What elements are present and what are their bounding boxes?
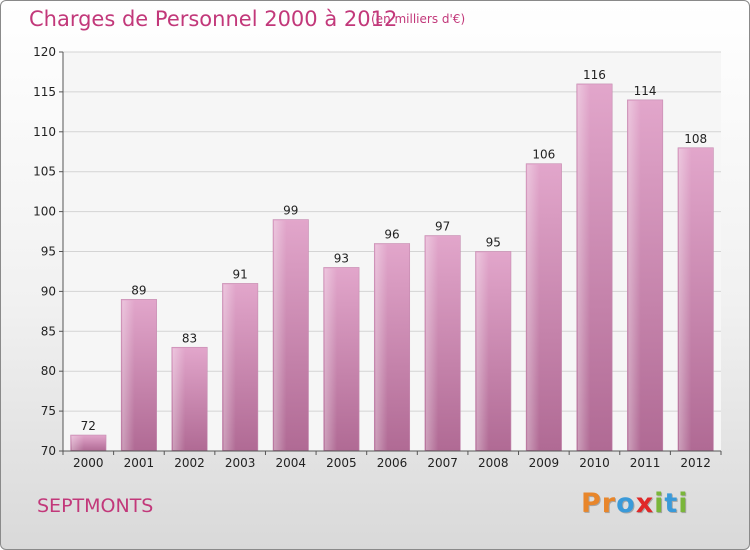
data-label: 72	[81, 419, 96, 433]
y-tick-label: 85	[41, 324, 56, 338]
bar-highlight	[122, 300, 135, 450]
logo-letter: P	[581, 488, 602, 519]
x-axis: 2000 2001 2002 2003 2004 2005 2006 2007 2008 2009…	[62, 450, 722, 470]
bar-highlight	[628, 100, 641, 450]
chart-subtitle: (en milliers d'€)	[371, 12, 466, 26]
bar-highlight	[425, 236, 439, 450]
bar-highlight	[527, 164, 540, 450]
bar-group	[222, 283, 259, 452]
bar-highlight	[274, 220, 287, 450]
data-label: 116	[583, 68, 606, 82]
bar-group	[272, 219, 309, 452]
bar-group	[627, 99, 664, 452]
logo-letter: t	[664, 488, 679, 519]
y-tick-label: 120	[33, 45, 56, 59]
data-label: 106	[532, 148, 555, 162]
y-tick-label: 115	[33, 85, 56, 99]
bar-group	[576, 83, 613, 452]
bar-highlight	[324, 268, 338, 450]
logo-letter: i	[678, 488, 689, 519]
logo-letter: r	[601, 488, 617, 519]
commune-name: SEPTMONTS	[37, 495, 154, 517]
x-tick-label: 2001	[124, 456, 155, 470]
bar-highlight	[678, 148, 692, 450]
y-tick-label: 70	[41, 444, 56, 458]
data-label: 114	[634, 84, 657, 98]
y-tick-label: 80	[41, 364, 56, 378]
y-axis: 70 75 80 85 90 95 100 105 110 115 120	[33, 45, 64, 458]
x-tick-label: 2003	[225, 456, 256, 470]
x-tick-label: 2004	[275, 456, 306, 470]
x-tick-label: 2006	[377, 456, 408, 470]
y-tick-label: 105	[33, 165, 56, 179]
y-tick-label: 90	[41, 284, 56, 298]
bar-group	[171, 346, 208, 452]
y-tick-label: 75	[41, 404, 56, 418]
bar-highlight	[476, 252, 489, 450]
bar-group	[373, 243, 411, 452]
bar-highlight	[375, 244, 388, 450]
x-tick-label: 2005	[326, 456, 357, 470]
bar-group	[424, 235, 461, 452]
bar-group	[475, 251, 512, 452]
x-tick-label: 2009	[529, 456, 560, 470]
data-label: 93	[334, 251, 349, 265]
chart-title: Charges de Personnel 2000 à 2012	[29, 7, 398, 31]
data-label: 96	[384, 228, 399, 242]
y-tick-label: 95	[41, 245, 56, 259]
bar-group	[525, 163, 562, 452]
logo-letter: i	[654, 488, 665, 519]
bar-highlight	[223, 284, 236, 450]
bar-group	[70, 434, 107, 452]
y-tick-label: 100	[33, 205, 56, 219]
x-tick-label: 2002	[174, 456, 205, 470]
data-label: 83	[182, 331, 197, 345]
data-label: 99	[283, 204, 298, 218]
data-label: 95	[486, 236, 501, 250]
data-label: 91	[233, 267, 248, 281]
bars: 72 89 83 91 99 93 96 97 95 106 116 114 108	[70, 68, 714, 452]
logo-letter: x	[635, 488, 655, 519]
data-label: 97	[435, 220, 450, 234]
y-tick-label: 110	[33, 125, 56, 139]
x-tick-label: 2012	[680, 456, 711, 470]
logo-letter: o	[616, 488, 636, 519]
bar-highlight	[71, 436, 84, 450]
bar-group	[120, 299, 157, 452]
bar-highlight	[577, 84, 591, 451]
x-tick-label: 2011	[630, 456, 661, 470]
x-tick-label: 2010	[579, 456, 610, 470]
proxiti-logo: Proxiti	[581, 488, 689, 519]
x-tick-label: 2008	[478, 456, 509, 470]
bar-highlight	[172, 348, 186, 450]
x-tick-label: 2000	[73, 456, 104, 470]
x-tick-label: 2007	[427, 456, 458, 470]
data-label: 89	[131, 283, 146, 297]
bar-group	[323, 267, 360, 452]
data-label: 108	[684, 132, 707, 146]
bar-group	[677, 147, 714, 452]
